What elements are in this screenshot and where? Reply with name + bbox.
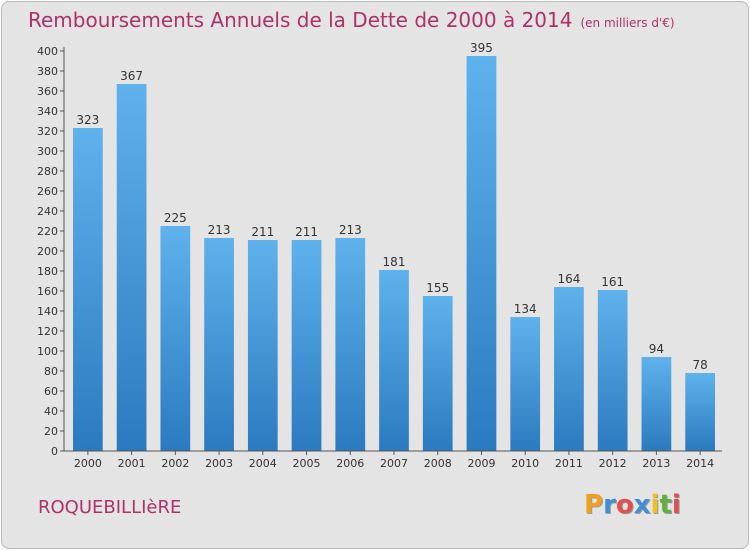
y-tick-label: 220: [37, 225, 58, 238]
commune-name: ROQUEBILLIèRE: [38, 497, 182, 518]
bar: [466, 56, 497, 451]
x-tick-label: 2009: [467, 457, 495, 470]
bar: [685, 373, 716, 451]
x-tick-label: 2010: [511, 457, 539, 470]
bar-value-label: 323: [76, 113, 99, 127]
bar: [72, 128, 103, 451]
chart-title: Remboursements Annuels de la Dette de 20…: [28, 8, 675, 32]
y-tick-label: 160: [37, 285, 58, 298]
y-tick-label: 240: [37, 205, 58, 218]
x-tick-label: 2002: [161, 457, 189, 470]
bar-value-label: 225: [164, 211, 187, 225]
x-tick-label: 2004: [249, 457, 277, 470]
bar: [554, 287, 584, 451]
bar-value-label: 161: [601, 275, 624, 289]
y-tick-label: 60: [44, 385, 58, 398]
y-tick-label: 20: [44, 425, 58, 438]
y-tick-label: 280: [37, 165, 58, 178]
bar: [204, 238, 234, 451]
bar-value-label: 134: [514, 302, 537, 316]
bar: [247, 240, 278, 451]
x-tick-label: 2011: [555, 457, 583, 470]
bar-value-label: 367: [120, 69, 143, 83]
x-tick-label: 2001: [118, 457, 146, 470]
y-tick-label: 340: [37, 105, 58, 118]
x-tick-label: 2000: [74, 457, 102, 470]
chart-subtitle: (en milliers d'€): [580, 16, 675, 30]
logo-letter: i: [671, 490, 681, 520]
x-tick-label: 2006: [336, 457, 364, 470]
x-tick-label: 2005: [293, 457, 321, 470]
y-tick-label: 100: [37, 345, 58, 358]
logo-letter: o: [615, 490, 634, 520]
bar-value-label: 164: [557, 272, 580, 286]
bar: [422, 296, 453, 451]
bar-value-label: 213: [208, 223, 231, 237]
bar: [160, 226, 191, 451]
bar: [335, 238, 366, 451]
x-tick-label: 2014: [686, 457, 714, 470]
bar-value-label: 211: [251, 225, 274, 239]
y-tick-label: 0: [51, 445, 58, 458]
bar: [641, 357, 672, 451]
bar: [291, 240, 322, 451]
logo-letter: i: [650, 490, 660, 520]
y-tick-label: 300: [37, 145, 58, 158]
y-tick-label: 180: [37, 265, 58, 278]
x-tick-label: 2003: [205, 457, 233, 470]
bar: [116, 84, 147, 451]
bar-value-label: 78: [692, 358, 707, 372]
y-tick-label: 120: [37, 325, 58, 338]
y-tick-label: 380: [37, 65, 58, 78]
logo-letter: t: [659, 490, 672, 520]
y-tick-label: 40: [44, 405, 58, 418]
bar-value-label: 395: [470, 41, 493, 55]
bar-value-label: 155: [426, 281, 449, 295]
bar-value-label: 181: [383, 255, 406, 269]
bar: [510, 317, 541, 451]
logo-letter: P: [584, 490, 604, 520]
logo-letter: r: [603, 490, 616, 520]
x-tick-label: 2008: [424, 457, 452, 470]
chart-title-text: Remboursements Annuels de la Dette de 20…: [28, 8, 573, 32]
y-tick-label: 80: [44, 365, 58, 378]
bar: [597, 290, 628, 451]
y-tick-label: 140: [37, 305, 58, 318]
bar-value-label: 94: [649, 342, 664, 356]
y-tick-label: 400: [37, 45, 58, 58]
logo-letter: x: [633, 490, 651, 520]
proxiti-logo: Proxiti: [584, 490, 681, 520]
x-tick-label: 2012: [599, 457, 627, 470]
y-tick-label: 200: [37, 245, 58, 258]
y-tick-label: 360: [37, 85, 58, 98]
bar: [379, 270, 409, 451]
x-tick-label: 2013: [642, 457, 670, 470]
bar-value-label: 213: [339, 223, 362, 237]
y-tick-label: 260: [37, 185, 58, 198]
x-tick-label: 2007: [380, 457, 408, 470]
bar-value-label: 211: [295, 225, 318, 239]
y-tick-label: 320: [37, 125, 58, 138]
